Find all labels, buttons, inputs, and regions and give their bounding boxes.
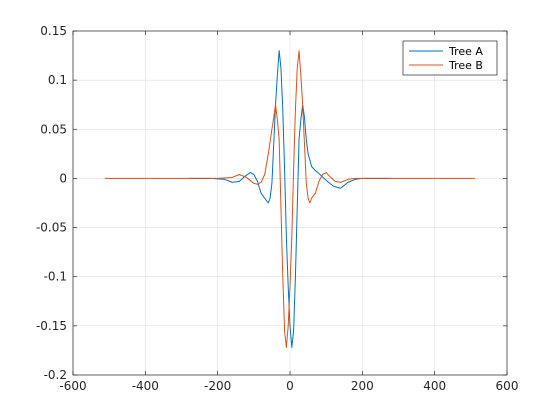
x-tick-label: 0 [286,379,294,393]
x-tick-label: -200 [204,379,231,393]
x-tick-label: 400 [423,379,446,393]
y-tick-label: 0.05 [40,122,67,136]
series-line-tree-b [104,50,476,348]
legend-label: Tree B [448,59,483,72]
y-tick-label: 0.1 [48,73,67,87]
series-lines [104,50,476,348]
y-tick-label: 0.15 [40,24,67,38]
x-tick-label: 600 [496,379,519,393]
x-tick-label: -400 [132,379,159,393]
y-tick-label: -0.05 [36,221,67,235]
x-tick-label: -600 [59,379,86,393]
legend-label: Tree A [448,45,483,58]
y-tick-label: -0.15 [36,319,67,333]
axis-ticks: -600 -400 -200 0 200 400 600 0.15 0.1 0.05 0 -0.05 -… [36,24,519,393]
y-tick-label: -0.2 [44,368,67,382]
y-tick-label: 0 [59,171,67,185]
y-tick-label: -0.1 [44,270,67,284]
x-tick-label: 200 [351,379,374,393]
series-line-tree-a [188,50,392,348]
legend-box [402,40,498,76]
